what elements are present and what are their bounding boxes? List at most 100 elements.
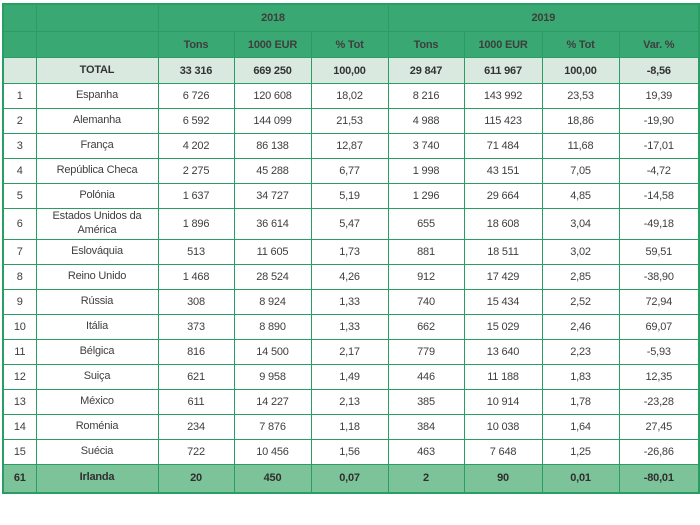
- country-cell: Polónia: [35, 183, 159, 209]
- country-cell: República Checa: [35, 158, 159, 184]
- value-cell: 1,18: [310, 413, 389, 440]
- value-cell: -38,90: [618, 263, 700, 290]
- table-row: 3 França 4 202 86 138 12,87 3 740 71 484 11,68-…: [2, 133, 700, 159]
- rank-cell: 15: [2, 438, 37, 465]
- value-cell: 1,33: [310, 288, 389, 315]
- value-cell: 23,53: [541, 83, 620, 109]
- rank-cell: 11: [2, 338, 37, 365]
- value-cell: 144 099: [233, 108, 312, 134]
- value-cell: 2: [387, 463, 465, 493]
- value-cell: 1,56: [310, 438, 389, 465]
- value-cell: 373: [157, 313, 235, 340]
- table-body: TOTAL 33 316 669 250 100,00 29 847 611 967 100…: [2, 57, 700, 493]
- value-cell: 1 296: [387, 183, 465, 209]
- value-cell: 12,87: [310, 133, 389, 159]
- value-cell: 308: [157, 288, 235, 315]
- rank-cell: 14: [2, 413, 37, 440]
- col-header-pct-2019: % Tot: [541, 31, 620, 58]
- country-cell: Alemanha: [35, 108, 159, 134]
- value-cell: -4,72: [618, 158, 700, 184]
- value-cell: -26,86: [618, 438, 700, 465]
- country-cell: TOTAL: [35, 57, 159, 84]
- table-row: 2 Alemanha 6 592 144 099 21,53 4 988 115 423 18…: [2, 108, 700, 134]
- rank-cell: 61: [2, 463, 37, 493]
- country-cell: Irlanda: [35, 463, 159, 493]
- value-cell: 19,39: [618, 83, 700, 109]
- value-cell: 59,51: [618, 238, 700, 265]
- value-cell: 740: [387, 288, 465, 315]
- page: 2018 2019 Tons 1000 EUR % Tot Tons 1000 …: [2, 3, 700, 494]
- value-cell: 2,52: [541, 288, 620, 315]
- country-header-blank: [35, 3, 159, 32]
- table-row: 1 Espanha 6 726 120 608 18,02 8 216 143 992 23,…: [2, 83, 700, 109]
- value-cell: 669 250: [233, 57, 312, 84]
- value-cell: 1,83: [541, 363, 620, 390]
- value-cell: 2,23: [541, 338, 620, 365]
- value-cell: 27,45: [618, 413, 700, 440]
- value-cell: 18,86: [541, 108, 620, 134]
- value-cell: 2 275: [157, 158, 235, 184]
- value-cell: 1,49: [310, 363, 389, 390]
- value-cell: 36 614: [233, 208, 312, 240]
- table-row: 14 Roménia 234 7 876 1,18 384 10 038 1,64 27,45: [2, 413, 700, 440]
- country-cell: Suiça: [35, 363, 159, 390]
- value-cell: 655: [387, 208, 465, 240]
- year-header-2019: 2019: [387, 3, 700, 32]
- value-cell: 881: [387, 238, 465, 265]
- value-cell: 1 468: [157, 263, 235, 290]
- value-cell: -5,93: [618, 338, 700, 365]
- value-cell: 43 151: [463, 158, 543, 184]
- value-cell: 45 288: [233, 158, 312, 184]
- country-cell: Suécia: [35, 438, 159, 465]
- value-cell: -23,28: [618, 388, 700, 415]
- value-cell: 912: [387, 263, 465, 290]
- table-row: 5 Polónia 1 637 34 727 5,19 1 296 29 664 4,85 -1…: [2, 183, 700, 209]
- rank-cell: 2: [2, 108, 37, 134]
- country-cell: Bélgica: [35, 338, 159, 365]
- value-cell: 115 423: [463, 108, 543, 134]
- value-cell: 11 605: [233, 238, 312, 265]
- value-cell: 15 434: [463, 288, 543, 315]
- value-cell: 4,26: [310, 263, 389, 290]
- value-cell: 779: [387, 338, 465, 365]
- year-header-2018: 2018: [157, 3, 389, 32]
- value-cell: 1 637: [157, 183, 235, 209]
- value-cell: 5,19: [310, 183, 389, 209]
- value-cell: 72,94: [618, 288, 700, 315]
- table-row: 13 México 611 14 227 2,13 385 10 914 1,78 -23,28: [2, 388, 700, 415]
- value-cell: 34 727: [233, 183, 312, 209]
- value-cell: 18 511: [463, 238, 543, 265]
- value-cell: 4 988: [387, 108, 465, 134]
- value-cell: 9 958: [233, 363, 312, 390]
- value-cell: 10 914: [463, 388, 543, 415]
- value-cell: 14 500: [233, 338, 312, 365]
- value-cell: 3 740: [387, 133, 465, 159]
- table-row-total: TOTAL 33 316 669 250 100,00 29 847 611 967 100…: [2, 57, 700, 84]
- value-cell: 1,78: [541, 388, 620, 415]
- value-cell: 10 456: [233, 438, 312, 465]
- value-cell: 120 608: [233, 83, 312, 109]
- value-cell: 1,25: [541, 438, 620, 465]
- value-cell: 384: [387, 413, 465, 440]
- table-row: 10 Itália 373 8 890 1,33 662 15 029 2,46 69,07: [2, 313, 700, 340]
- value-cell: 1,64: [541, 413, 620, 440]
- value-cell: 1,73: [310, 238, 389, 265]
- value-cell: 29 847: [387, 57, 465, 84]
- value-cell: 20: [157, 463, 235, 493]
- value-cell: 6 726: [157, 83, 235, 109]
- col-header-tons-2019: Tons: [387, 31, 465, 58]
- rank-cell: 7: [2, 238, 37, 265]
- rank-subheader-blank: [2, 31, 37, 58]
- value-cell: 8 216: [387, 83, 465, 109]
- value-cell: 33 316: [157, 57, 235, 84]
- col-header-eur-2019: 1000 EUR: [463, 31, 543, 58]
- country-cell: França: [35, 133, 159, 159]
- value-cell: 12,35: [618, 363, 700, 390]
- value-cell: 4,85: [541, 183, 620, 209]
- value-cell: 0,07: [310, 463, 389, 493]
- value-cell: -19,90: [618, 108, 700, 134]
- value-cell: 7 648: [463, 438, 543, 465]
- value-cell: 1 896: [157, 208, 235, 240]
- table-row-highlight: 61 Irlanda 20 450 0,07 2 90 0,01 -80,01: [2, 463, 700, 493]
- rank-cell: 10: [2, 313, 37, 340]
